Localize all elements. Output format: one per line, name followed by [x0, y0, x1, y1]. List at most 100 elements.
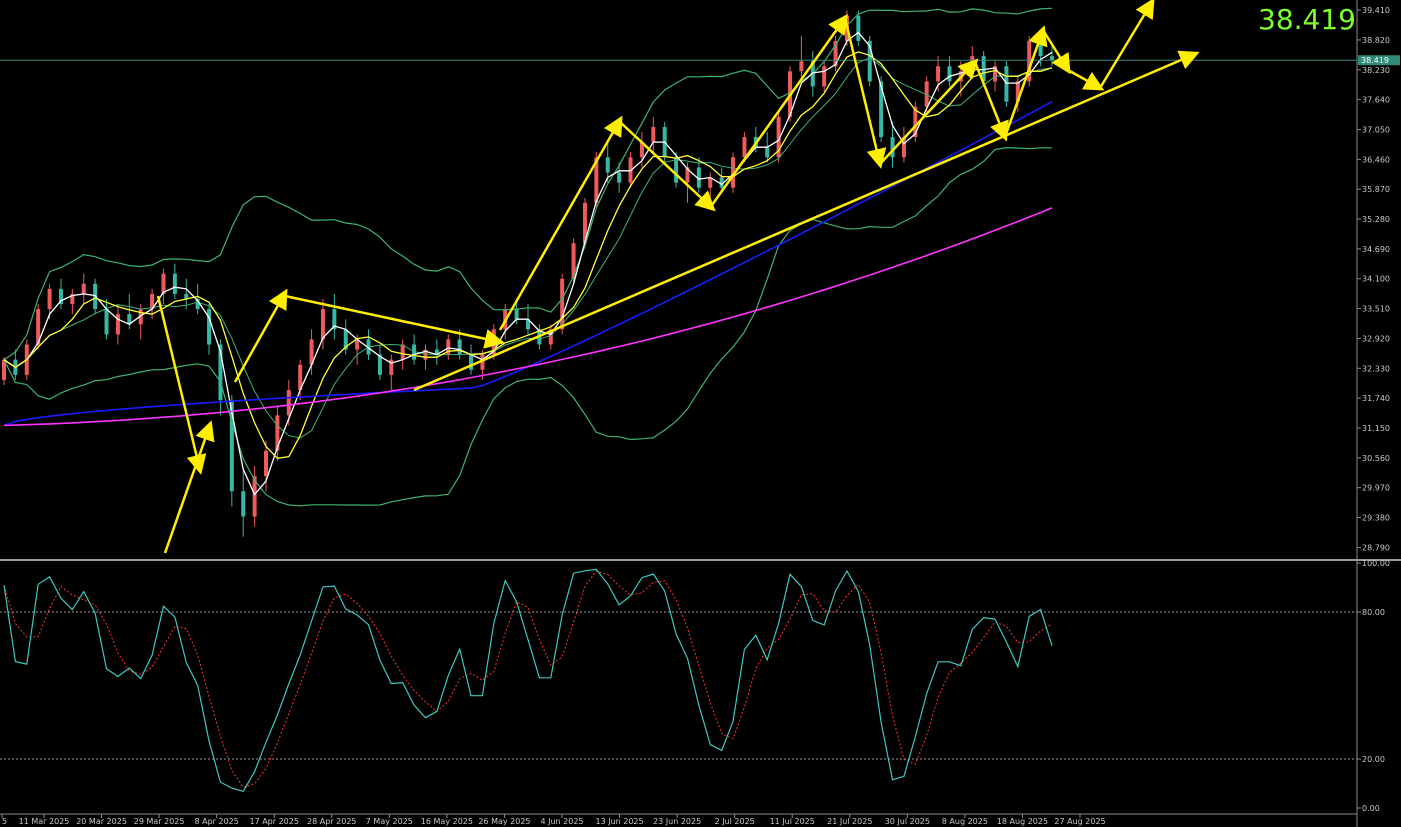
candle-body	[708, 177, 713, 188]
date-tick-label: 17 Apr 2025	[249, 817, 298, 826]
annotation-arrow	[498, 115, 623, 331]
date-tick-label: 11 Mar 2025	[19, 817, 70, 826]
annotation-arrow	[843, 17, 887, 169]
stoch-main-line	[3, 568, 1053, 793]
candle-body	[1050, 56, 1054, 61]
candle-body	[1015, 81, 1020, 102]
ma-fast	[3, 31, 1053, 496]
price-tick-label: 28.790	[1362, 543, 1390, 552]
date-tick-label: 4 Jun 2025	[540, 817, 583, 826]
osc-tick-label: 0.00	[1362, 804, 1380, 813]
candle-body	[127, 314, 132, 325]
date-tick-label: 13 Jun 2025	[595, 817, 643, 826]
candle-body	[981, 56, 986, 82]
candle-body	[742, 137, 747, 158]
candle-body	[36, 309, 41, 345]
candle-body	[890, 137, 895, 158]
candle-body	[1027, 40, 1032, 82]
date-tick-label: 18 Aug 2025	[997, 817, 1048, 826]
price-tick-label: 29.970	[1362, 484, 1390, 493]
last-price-display: 38.419	[1258, 3, 1356, 36]
price-tick-label: 35.870	[1362, 185, 1390, 194]
annotation-arrow	[1041, 29, 1071, 75]
candle-body	[161, 273, 166, 294]
candle-body	[184, 293, 189, 299]
annotation-arrow	[284, 294, 505, 349]
bollinger-upper	[3, 7, 1053, 361]
candle-body	[776, 116, 781, 158]
candle-body	[104, 309, 109, 335]
candle-body	[936, 66, 941, 82]
date-tick-label: 29 Mar 2025	[134, 817, 185, 826]
candle-body	[685, 167, 690, 183]
annotation-arrow	[879, 58, 979, 165]
ma-200	[3, 207, 1053, 427]
bollinger-lower	[3, 146, 1053, 507]
candle-body	[150, 293, 155, 310]
candle-body	[696, 167, 701, 188]
candle-body	[172, 273, 177, 294]
candle-body	[901, 137, 906, 158]
date-tick-label: 21 Jul 2025	[827, 817, 872, 826]
oscillator-pane	[0, 568, 1357, 815]
osc-tick-label: 80.00	[1362, 608, 1385, 617]
annotation-arrow	[1067, 68, 1105, 91]
candle-body	[719, 177, 724, 188]
date-tick-label: 30 Jul 2025	[885, 817, 930, 826]
oscillator-axis: 100.00 80.00 20.00 0.00	[1357, 559, 1390, 813]
date-axis: 5 11 Mar 2025 20 Mar 2025 29 Mar 2025 8 Apr …	[1, 814, 1106, 826]
date-tick-label: 28 Apr 2025	[307, 817, 356, 826]
candle-body	[138, 309, 143, 325]
price-tick-label: 30.560	[1362, 454, 1390, 463]
candle-body	[343, 329, 348, 350]
candle-body	[423, 349, 428, 360]
annotation-arrow	[710, 13, 848, 206]
price-tick-label: 39.410	[1362, 6, 1390, 15]
price-tick-label: 38.820	[1362, 36, 1390, 45]
candle-body	[765, 147, 770, 158]
price-tick-label: 34.100	[1362, 275, 1390, 284]
candle-body	[582, 202, 587, 244]
annotation-arrow	[413, 50, 1200, 392]
candle-body	[617, 172, 622, 183]
candle-body	[605, 157, 610, 173]
candle-body	[469, 354, 474, 370]
candle-body	[400, 344, 405, 360]
candle-body	[594, 157, 599, 203]
candle-body	[571, 243, 576, 279]
candle-body	[115, 314, 120, 335]
date-tick-label: 27 Aug 2025	[1054, 817, 1105, 826]
candle-body	[309, 339, 314, 365]
candle-body	[947, 66, 952, 82]
candle-body	[480, 354, 485, 370]
candle-body	[195, 298, 200, 310]
candle-body	[218, 344, 223, 401]
candle-body	[377, 354, 382, 375]
last-price-tag: 38.419	[1361, 56, 1389, 65]
candle-body	[1004, 66, 1009, 102]
annotation-arrow	[156, 295, 207, 475]
price-axis: 39.410 38.820 38.230 37.640 37.050 36.460 35.8…	[1357, 6, 1400, 552]
candle-body	[241, 491, 246, 517]
price-tick-label: 29.380	[1362, 514, 1390, 523]
annotation-arrow	[973, 61, 1009, 142]
date-tick-label: 20 Mar 2025	[76, 817, 127, 826]
annotation-arrow	[1098, 0, 1155, 89]
price-tick-label: 36.460	[1362, 155, 1390, 164]
candle-body	[822, 66, 827, 87]
ma-slow	[3, 51, 1053, 459]
price-tick-label: 33.510	[1362, 305, 1390, 314]
annotation-arrow	[1003, 25, 1048, 138]
candle-body	[913, 106, 918, 138]
date-tick-label: 11 Jul 2025	[770, 817, 815, 826]
price-tick-label: 35.280	[1362, 215, 1390, 224]
annotation-arrow	[619, 121, 716, 212]
candle-body	[924, 81, 929, 107]
price-tick-label: 37.050	[1362, 125, 1390, 134]
price-tick-label: 34.690	[1362, 245, 1390, 254]
candle-body	[674, 157, 679, 183]
candle-body	[47, 288, 52, 310]
candle-body	[298, 364, 303, 391]
candle-body	[434, 349, 439, 355]
date-tick-label: 23 Jun 2025	[653, 817, 701, 826]
